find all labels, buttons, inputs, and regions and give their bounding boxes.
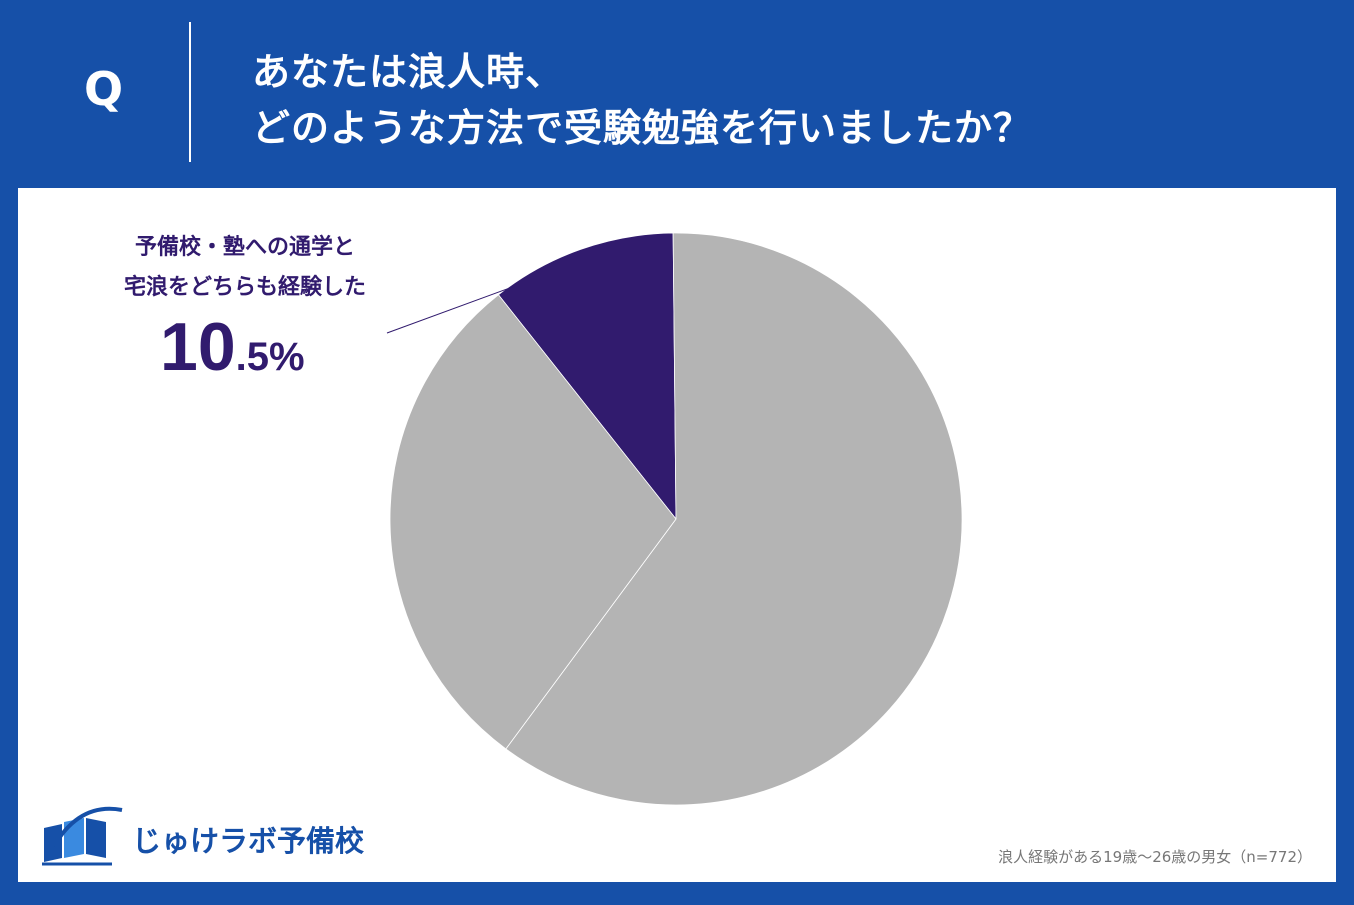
- callout-label: 予備校・塾への通学と 宅浪をどちらも経験した: [80, 228, 410, 308]
- sample-note: 浪人経験がある19歳～26歳の男女（n=772）: [998, 848, 1312, 866]
- callout-line-2: 宅浪をどちらも経験した: [123, 275, 366, 300]
- logo: じゅけラボ予備校: [40, 806, 370, 866]
- callout-line-1: 予備校・塾への通学と: [134, 235, 355, 260]
- question-title: あなたは浪人時、 どのような方法で受験勉強を行いましたか？: [252, 44, 1032, 156]
- callout-value-int: 10: [160, 309, 236, 385]
- callout-value-dec: .5%: [235, 335, 305, 379]
- callout-value: 10.5%: [160, 308, 305, 386]
- question-line-1: あなたは浪人時、: [252, 50, 565, 94]
- header: Q あなたは浪人時、 どのような方法で受験勉強を行いましたか？: [0, 0, 1354, 188]
- logo-text: じゅけラボ予備校: [132, 824, 365, 858]
- pie-slices: [389, 232, 963, 806]
- pie-slice-1: [497, 232, 677, 521]
- pie-slice-3: [389, 294, 677, 750]
- book-logo-icon: [42, 806, 123, 866]
- pie-slice-2: [505, 232, 963, 806]
- callout-leader-line: [386, 285, 516, 334]
- q-mark: Q: [84, 62, 124, 116]
- header-divider: [189, 22, 191, 162]
- question-line-2: どのような方法で受験勉強を行いましたか？: [252, 106, 1033, 150]
